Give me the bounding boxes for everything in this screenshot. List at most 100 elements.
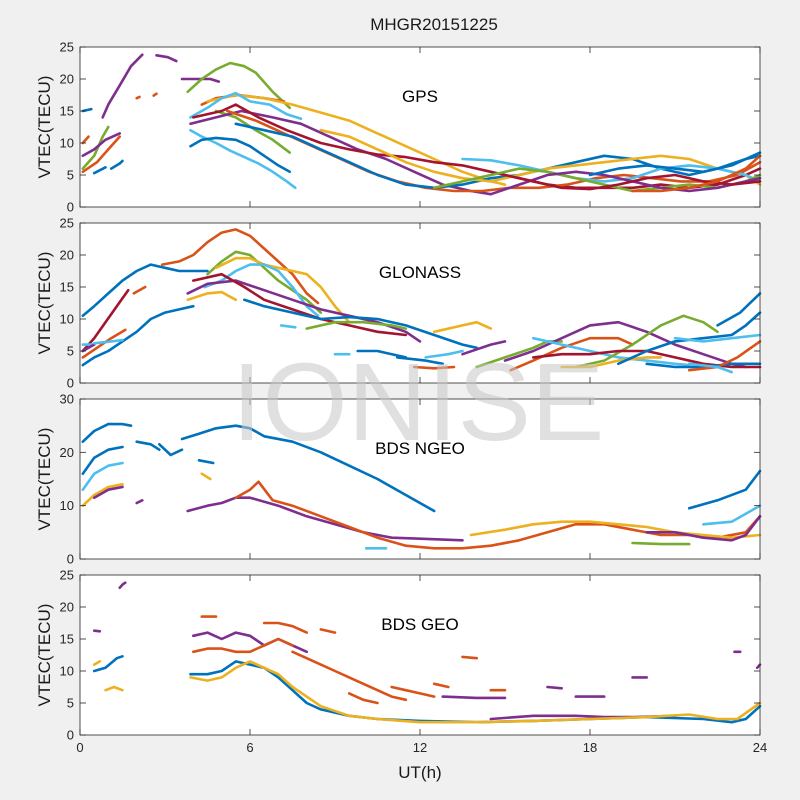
series-line xyxy=(81,135,121,174)
series-line xyxy=(687,340,762,372)
series-line xyxy=(469,520,762,539)
series-line xyxy=(617,311,762,366)
series-line xyxy=(631,154,762,193)
series-line xyxy=(319,128,762,186)
series-line xyxy=(92,655,124,673)
series-line xyxy=(81,461,124,491)
series-line xyxy=(186,279,422,343)
series-line xyxy=(413,365,456,370)
series-line xyxy=(532,336,691,367)
series-line xyxy=(180,77,221,83)
y-tick-label: 5 xyxy=(67,344,74,359)
series-line xyxy=(192,637,294,654)
panels-group: 0 5 10 15 20 25 VTEC(TECU) GPS 0 5 10 15 20 25 VTEC(TE… xyxy=(35,40,767,756)
series-line xyxy=(441,695,507,700)
series-line xyxy=(687,362,733,374)
series-line xyxy=(673,333,762,343)
plot-area xyxy=(80,575,760,735)
series-line xyxy=(234,122,762,190)
series-line xyxy=(687,469,762,510)
panel-2: 0 5 10 15 20 25 VTEC(TECU) GLONASS xyxy=(35,216,762,391)
series-line xyxy=(118,581,127,590)
series-line xyxy=(132,285,147,295)
series-line xyxy=(189,91,303,120)
y-tick-label: 0 xyxy=(67,376,74,391)
series-line xyxy=(461,655,478,660)
series-line xyxy=(81,288,130,353)
y-tick-label: 0 xyxy=(67,728,74,743)
series-line xyxy=(200,472,212,481)
y-tick-label: 0 xyxy=(67,200,74,215)
y-tick-label: 10 xyxy=(60,664,74,679)
series-line xyxy=(135,95,141,100)
series-line xyxy=(390,685,436,698)
series-line xyxy=(109,159,124,170)
series-line xyxy=(461,157,762,183)
series-line xyxy=(503,173,762,191)
series-line xyxy=(716,292,762,327)
series-line xyxy=(81,422,133,443)
x-tick-label: 12 xyxy=(413,740,427,755)
series-line xyxy=(81,483,124,507)
series-line xyxy=(432,682,450,689)
series-line xyxy=(81,343,96,353)
series-line xyxy=(319,628,337,634)
y-tick-label: 25 xyxy=(60,40,74,55)
watermark-text: IONISE xyxy=(232,341,605,464)
series-line xyxy=(560,356,663,369)
series-line xyxy=(81,445,124,475)
series-line xyxy=(158,443,184,457)
series-line xyxy=(155,54,178,63)
y-tick-label: 15 xyxy=(60,104,74,119)
series-line xyxy=(101,53,144,119)
y-tick-label: 20 xyxy=(60,600,74,615)
y-tick-label: 20 xyxy=(60,445,74,460)
series-line xyxy=(432,320,493,334)
series-line xyxy=(645,515,762,542)
panel-3: 0 10 20 30 VTEC(TECU) BDS NGEO xyxy=(35,392,762,567)
x-tick-label: 0 xyxy=(76,740,83,755)
y-tick-label: 30 xyxy=(60,392,74,407)
y-tick-label: 5 xyxy=(67,696,74,711)
series-line xyxy=(279,324,297,329)
x-tick-label: 24 xyxy=(753,740,767,755)
series-line xyxy=(186,61,291,110)
series-line xyxy=(81,304,195,367)
series-line xyxy=(396,356,444,366)
series-line xyxy=(81,132,121,158)
series-line xyxy=(503,320,748,369)
series-line xyxy=(152,92,158,97)
series-line xyxy=(291,650,408,702)
panel-1: 0 5 10 15 20 25 VTEC(TECU) GPS xyxy=(35,40,762,215)
series-line xyxy=(356,349,408,359)
plot-area xyxy=(80,47,760,207)
series-line xyxy=(192,272,408,337)
series-line xyxy=(631,541,691,546)
series-line xyxy=(135,499,144,505)
series-line xyxy=(574,314,719,369)
series-line xyxy=(755,663,762,670)
series-line xyxy=(81,135,90,145)
y-tick-label: 15 xyxy=(60,280,74,295)
series-line xyxy=(243,298,478,350)
x-tick-label: 18 xyxy=(583,740,597,755)
series-line xyxy=(206,93,507,186)
series-line xyxy=(234,480,762,550)
series-line xyxy=(92,338,124,345)
series-line xyxy=(206,250,323,314)
series-line xyxy=(81,263,209,318)
series-line xyxy=(160,228,320,305)
y-axis-label: VTEC(TECU) xyxy=(35,76,54,179)
y-tick-label: 10 xyxy=(60,498,74,513)
x-axis-label: UT(h) xyxy=(398,763,441,782)
y-axis-label: VTEC(TECU) xyxy=(35,604,54,707)
series-line xyxy=(645,362,762,369)
series-line xyxy=(546,685,563,690)
series-line xyxy=(180,424,436,513)
panel-label: GPS xyxy=(402,87,438,106)
series-line xyxy=(702,504,762,526)
y-tick-label: 20 xyxy=(60,248,74,263)
y-tick-label: 15 xyxy=(60,632,74,647)
y-tick-label: 25 xyxy=(60,216,74,231)
